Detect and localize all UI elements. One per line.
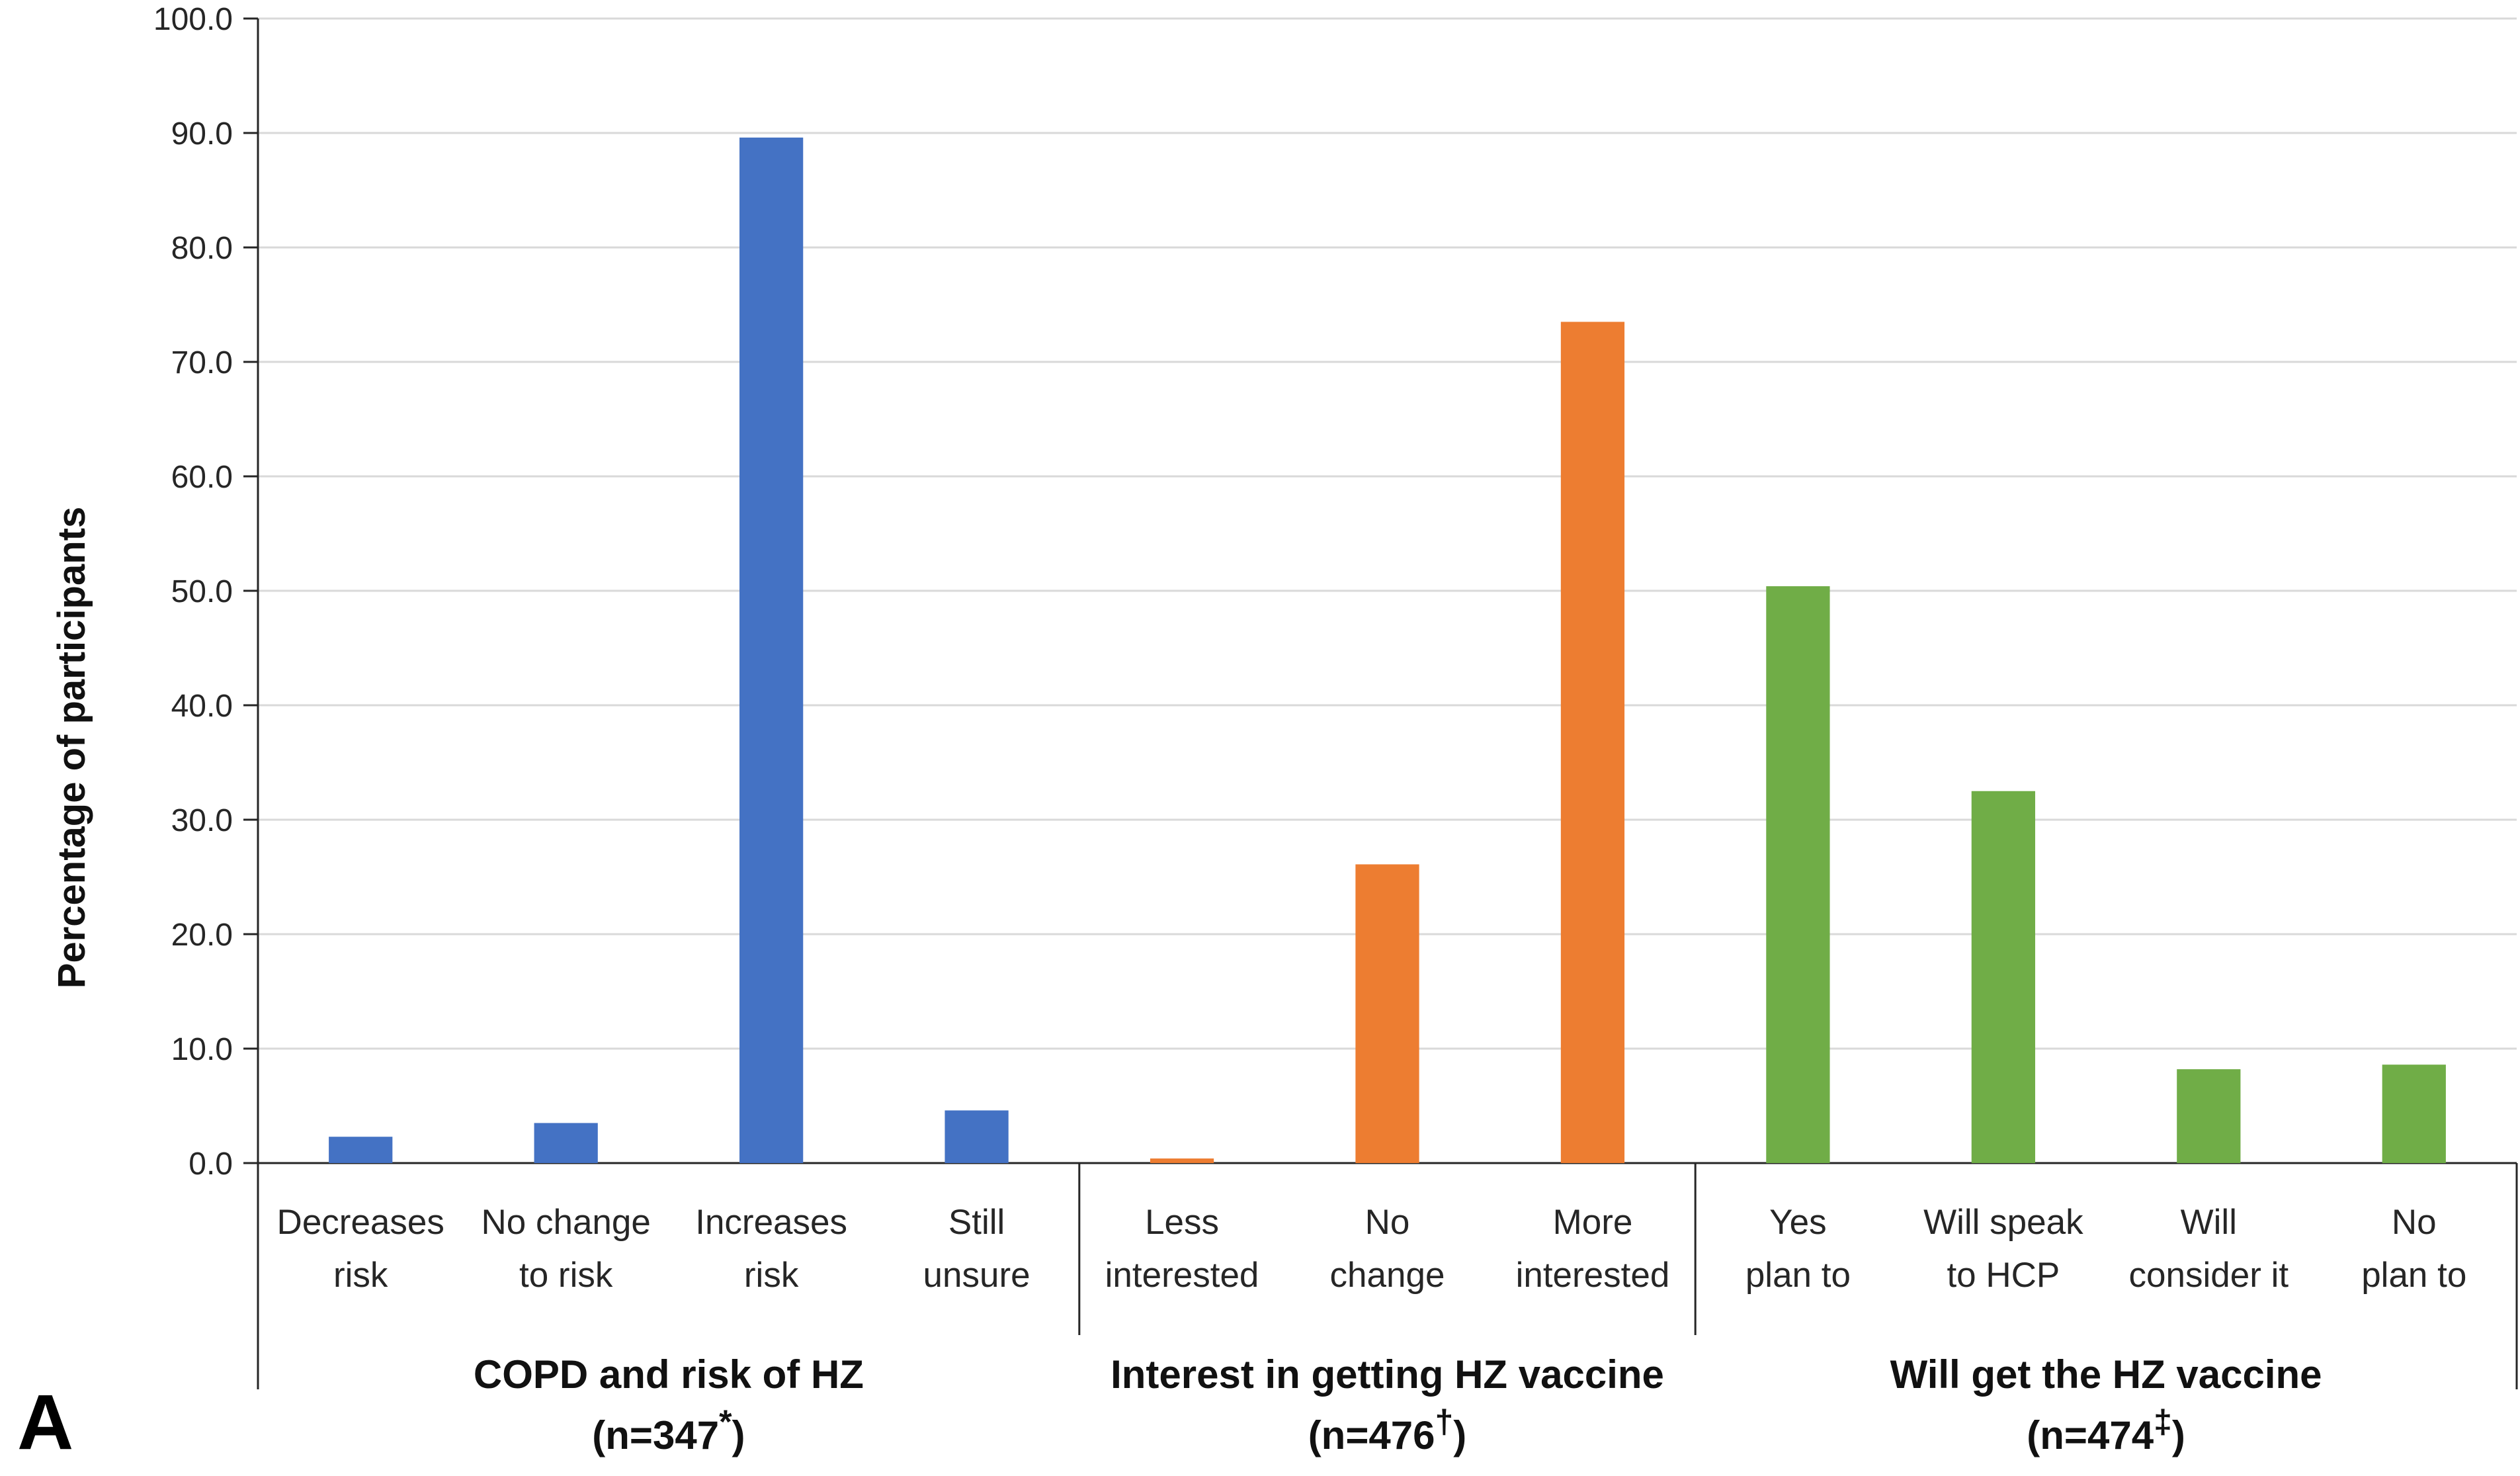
y-tick-label: 80.0 [171, 231, 233, 266]
group-n-footnote-mark: * [719, 1403, 732, 1440]
x-category-label: interested [1105, 1256, 1259, 1295]
bar [1766, 586, 1830, 1163]
y-tick-label: 0.0 [189, 1147, 233, 1182]
y-tick-label: 10.0 [171, 1032, 233, 1067]
x-category-label: Will speak [1923, 1203, 2083, 1242]
group-n-count: (n=476 [1308, 1413, 1435, 1457]
y-tick-label: 70.0 [171, 345, 233, 380]
bar [1150, 1158, 1214, 1163]
group-n-label: (n=347*) [592, 1403, 745, 1457]
x-category-label: risk [333, 1256, 388, 1295]
bar [945, 1110, 1009, 1163]
x-category-label: risk [744, 1256, 799, 1295]
gridlines [258, 17, 2517, 1050]
y-tick-label: 50.0 [171, 574, 233, 609]
bar [329, 1137, 393, 1163]
bar [2382, 1064, 2446, 1163]
y-tick-label: 90.0 [171, 116, 233, 152]
axes: 0.0 10.0 20.0 30.0 40.0 50.0 60.0 70.0 80.0 90.0 1… [153, 2, 2518, 1389]
x-category-label: Will [2181, 1203, 2237, 1242]
y-tick-label: 60.0 [171, 460, 233, 495]
y-tick-label: 30.0 [171, 803, 233, 838]
x-category-label: No change [482, 1203, 651, 1242]
x-category-label: plan to [1745, 1256, 1851, 1295]
y-tick-label: 100.0 [153, 2, 233, 37]
group-label: COPD and risk of HZ [474, 1352, 864, 1397]
x-category-label: Decreases [277, 1203, 444, 1242]
group-n-count: (n=347 [592, 1413, 719, 1457]
y-tick-label: 40.0 [171, 689, 233, 724]
group-n-label: (n=474‡) [2027, 1403, 2185, 1457]
category-labels: Decreases risk No change to risk Increases ri… [277, 1203, 2467, 1457]
x-category-label: unsure [923, 1256, 1030, 1295]
x-category-label: plan to [2361, 1256, 2466, 1295]
x-category-label: More [1553, 1203, 1633, 1242]
group-n-close: ) [1453, 1413, 1466, 1457]
bar [1355, 864, 1419, 1163]
x-category-label: to risk [519, 1256, 613, 1295]
group-n-close: ) [2172, 1413, 2185, 1457]
group-n-close: ) [732, 1413, 745, 1457]
group-n-label: (n=476†) [1308, 1403, 1467, 1457]
bar [534, 1123, 598, 1163]
bar [2177, 1069, 2241, 1163]
x-category-label: Still [948, 1203, 1005, 1242]
bar [1560, 322, 1625, 1164]
x-category-label: consider it [2129, 1256, 2289, 1295]
group-n-count: (n=474 [2027, 1413, 2154, 1457]
x-category-label: No [1365, 1203, 1410, 1242]
x-category-label: Less [1145, 1203, 1219, 1242]
x-category-label: Yes [1769, 1203, 1826, 1242]
bar [739, 137, 804, 1163]
group-label: Interest in getting HZ vaccine [1111, 1352, 1664, 1397]
group-label: Will get the HZ vaccine [1890, 1352, 2322, 1397]
x-category-label: interested [1516, 1256, 1670, 1295]
bar [1971, 791, 2035, 1163]
x-category-label: to HCP [1947, 1256, 2060, 1295]
y-axis-title: Percentage of participants [50, 507, 93, 988]
group-n-footnote-mark: † [1435, 1403, 1453, 1440]
group-n-footnote-mark: ‡ [2154, 1403, 2172, 1440]
x-category-label: Increases [695, 1203, 847, 1242]
x-category-label: No [2392, 1203, 2437, 1242]
x-category-label: change [1330, 1256, 1445, 1295]
y-tick-label: 20.0 [171, 918, 233, 953]
panel-label: A [17, 1379, 73, 1466]
bars [329, 137, 2446, 1164]
